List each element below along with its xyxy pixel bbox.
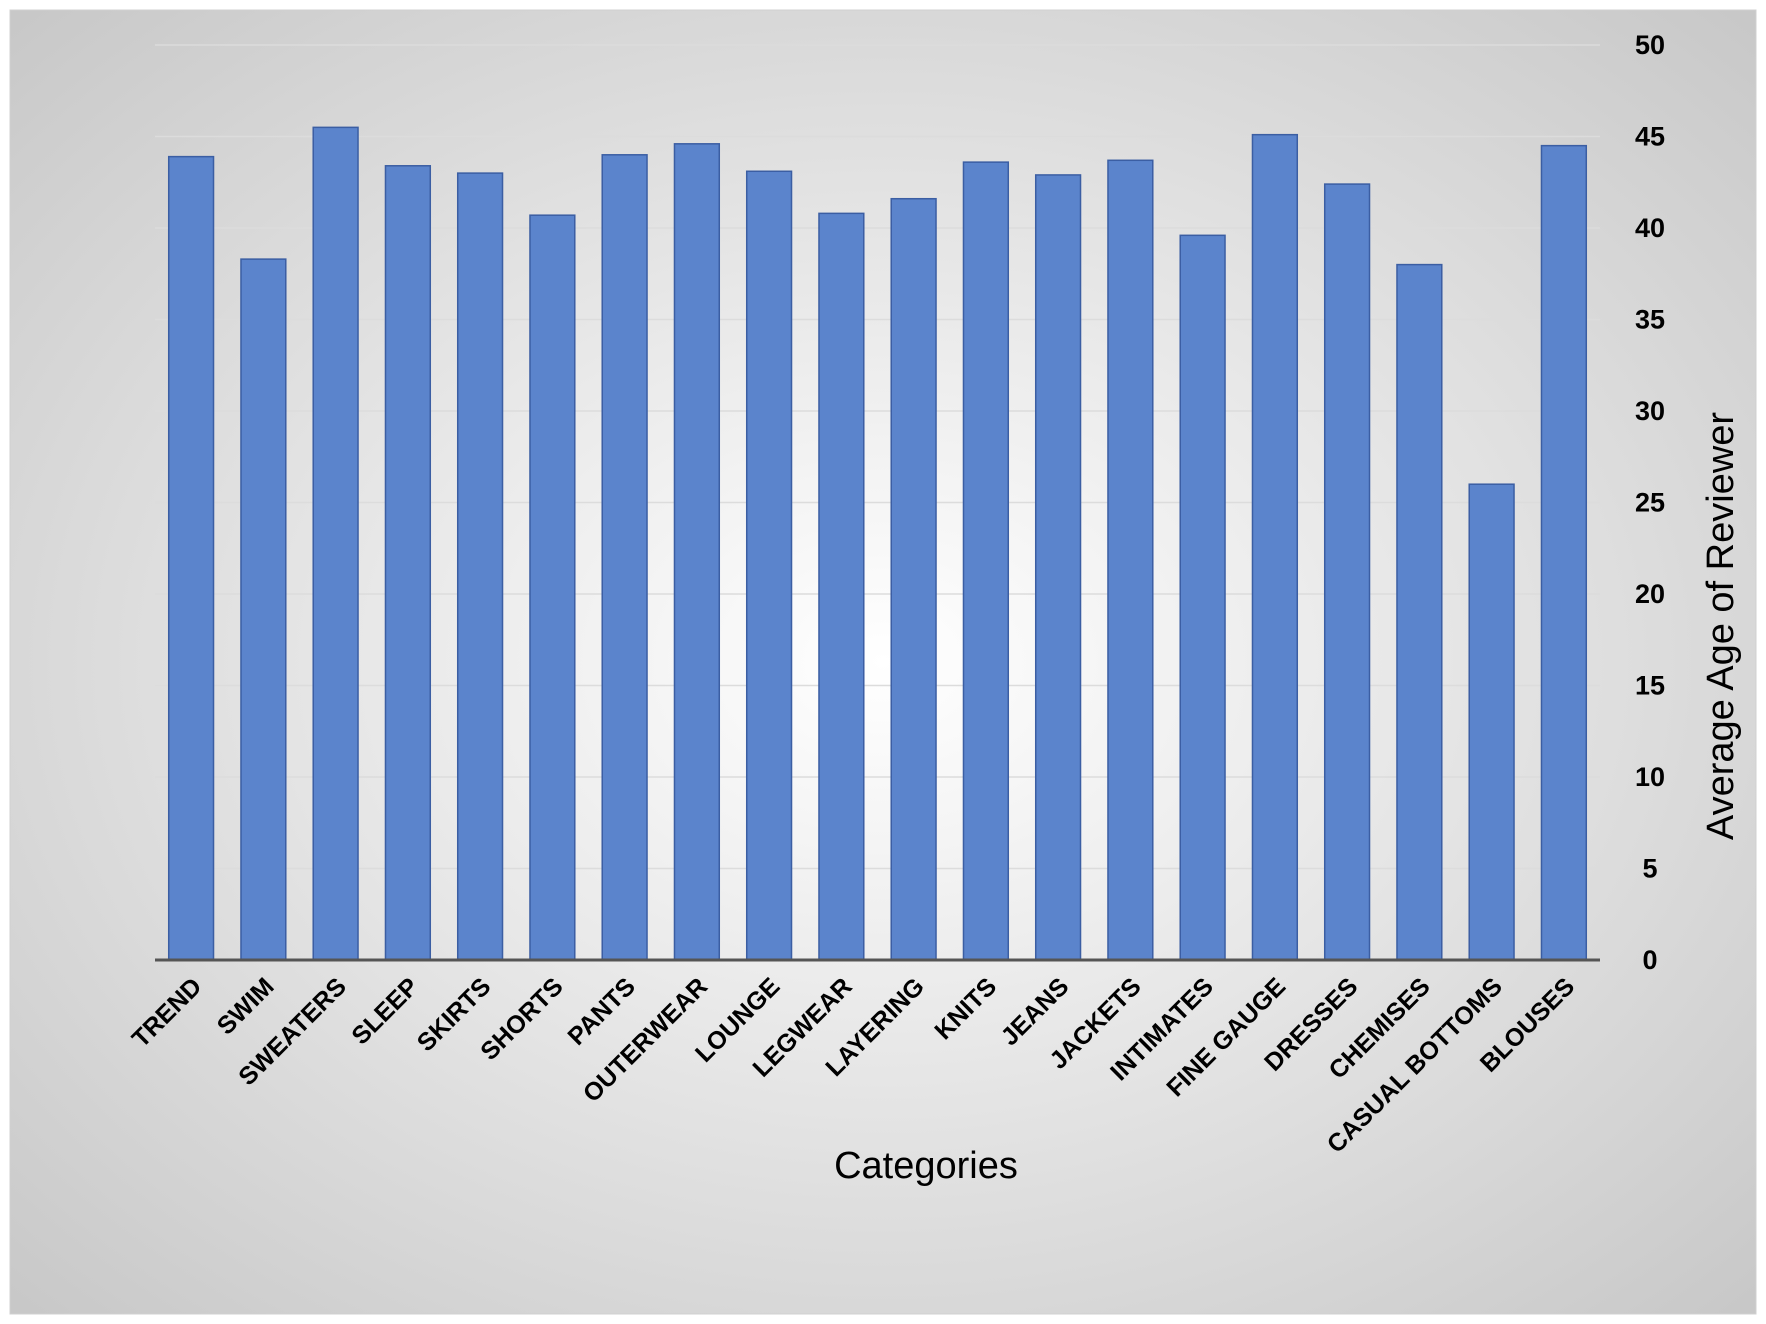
bars xyxy=(167,126,1588,961)
bar xyxy=(384,165,432,961)
bar xyxy=(673,143,721,961)
bar xyxy=(167,155,215,961)
bar xyxy=(1396,263,1443,961)
y-tick-label: 45 xyxy=(1635,122,1665,152)
bar xyxy=(240,258,287,961)
bar xyxy=(312,126,359,961)
bar xyxy=(818,212,865,961)
bar xyxy=(1179,234,1226,961)
bar xyxy=(1034,174,1082,961)
x-axis-title: Categories xyxy=(834,1145,1018,1187)
bar xyxy=(745,170,793,961)
y-tick-label: 35 xyxy=(1635,305,1665,335)
y-tick-label: 25 xyxy=(1635,488,1665,518)
bar xyxy=(1251,133,1299,961)
y-tick-label: 0 xyxy=(1642,945,1657,975)
bar xyxy=(962,161,1010,961)
y-tick-label: 50 xyxy=(1635,30,1665,60)
y-tick-label: 15 xyxy=(1635,671,1665,701)
bar xyxy=(890,197,937,961)
bar xyxy=(1540,144,1588,961)
bar xyxy=(601,154,648,961)
bar xyxy=(1107,159,1154,961)
bar xyxy=(456,172,504,961)
y-tick-label: 40 xyxy=(1635,213,1665,243)
y-tick-label: 10 xyxy=(1635,762,1665,792)
y-tick-label: 20 xyxy=(1635,579,1665,609)
y-axis-ticks: 0 5 10 15 20 25 30 35 40 45 50 xyxy=(1635,30,1665,975)
bar xyxy=(1323,183,1371,961)
bar xyxy=(529,214,576,961)
y-axis-title: Average Age of Reviewer xyxy=(1700,412,1742,840)
y-tick-label: 30 xyxy=(1635,396,1665,426)
bar xyxy=(1468,483,1515,961)
y-tick-label: 5 xyxy=(1642,854,1657,884)
